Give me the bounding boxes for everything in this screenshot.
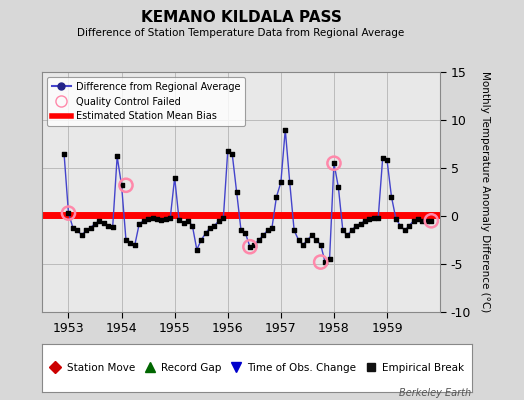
Point xyxy=(113,153,122,160)
Point xyxy=(405,222,413,229)
Point xyxy=(100,220,108,226)
Point xyxy=(396,222,405,229)
Point xyxy=(330,160,338,166)
Point xyxy=(95,218,104,224)
Point xyxy=(86,224,95,231)
Point xyxy=(135,220,144,227)
Point xyxy=(193,246,201,253)
Legend: Station Move, Record Gap, Time of Obs. Change, Empirical Break: Station Move, Record Gap, Time of Obs. C… xyxy=(45,359,469,377)
Point xyxy=(126,240,135,246)
Point xyxy=(308,232,316,238)
Point xyxy=(166,215,174,221)
Point xyxy=(427,218,435,224)
Point xyxy=(414,216,422,222)
Point xyxy=(224,148,232,154)
Point xyxy=(387,194,396,200)
Legend: Difference from Regional Average, Quality Control Failed, Estimated Station Mean: Difference from Regional Average, Qualit… xyxy=(47,77,245,126)
Point xyxy=(246,244,254,250)
Point xyxy=(184,218,192,224)
Point xyxy=(259,232,267,238)
Text: Difference of Station Temperature Data from Regional Average: Difference of Station Temperature Data f… xyxy=(78,28,405,38)
Point xyxy=(60,150,68,157)
Point xyxy=(281,126,289,133)
Point xyxy=(246,244,254,250)
Point xyxy=(369,215,378,221)
Point xyxy=(352,222,361,229)
Point xyxy=(316,242,325,248)
Point xyxy=(365,216,374,222)
Point xyxy=(392,216,400,222)
Point xyxy=(69,224,77,231)
Point xyxy=(179,220,188,226)
Point xyxy=(356,220,365,227)
Point xyxy=(122,237,130,243)
Point xyxy=(91,220,99,227)
Point xyxy=(175,217,183,223)
Point xyxy=(316,259,325,265)
Point xyxy=(197,237,205,243)
Point xyxy=(347,227,356,234)
Point xyxy=(299,242,307,248)
Point xyxy=(255,237,263,243)
Point xyxy=(64,210,73,216)
Point xyxy=(144,216,152,222)
Point xyxy=(321,259,329,265)
Point xyxy=(73,227,82,234)
Point xyxy=(264,227,272,234)
Text: Berkeley Earth: Berkeley Earth xyxy=(399,388,472,398)
Point xyxy=(219,215,227,221)
Point xyxy=(330,160,338,166)
Point xyxy=(343,232,352,238)
Point xyxy=(409,218,418,224)
Point xyxy=(201,230,210,236)
Point xyxy=(268,224,276,231)
Point xyxy=(427,218,435,224)
Point xyxy=(423,218,431,224)
Point xyxy=(161,216,170,222)
Point xyxy=(108,223,117,230)
Point xyxy=(210,222,219,229)
Point xyxy=(228,150,236,157)
Point xyxy=(237,227,245,234)
Point xyxy=(334,184,343,190)
Point xyxy=(104,222,113,229)
Point xyxy=(233,189,241,195)
Point xyxy=(361,218,369,224)
Point xyxy=(130,242,139,248)
Point xyxy=(339,227,347,234)
Point xyxy=(215,218,223,224)
Point xyxy=(374,215,383,221)
Point xyxy=(139,218,148,224)
Point xyxy=(250,242,258,248)
Y-axis label: Monthly Temperature Anomaly Difference (°C): Monthly Temperature Anomaly Difference (… xyxy=(481,71,490,313)
Point xyxy=(117,182,126,188)
Point xyxy=(82,227,90,234)
Point xyxy=(78,232,86,238)
Point xyxy=(157,217,166,223)
Text: KEMANO KILDALA PASS: KEMANO KILDALA PASS xyxy=(140,10,342,26)
Point xyxy=(148,215,157,221)
Point xyxy=(206,224,214,231)
Point xyxy=(418,218,427,224)
Point xyxy=(303,237,312,243)
Point xyxy=(290,227,298,234)
Point xyxy=(241,230,249,236)
Point xyxy=(400,227,409,234)
Point xyxy=(286,179,294,186)
Point xyxy=(378,155,387,162)
Point xyxy=(325,256,334,262)
Point xyxy=(64,210,73,216)
Point xyxy=(383,157,391,164)
Point xyxy=(188,222,196,229)
Point xyxy=(170,174,179,181)
Point xyxy=(312,237,321,243)
Point xyxy=(122,182,130,188)
Point xyxy=(277,179,285,186)
Point xyxy=(272,194,281,200)
Point xyxy=(294,237,303,243)
Point xyxy=(153,216,161,222)
